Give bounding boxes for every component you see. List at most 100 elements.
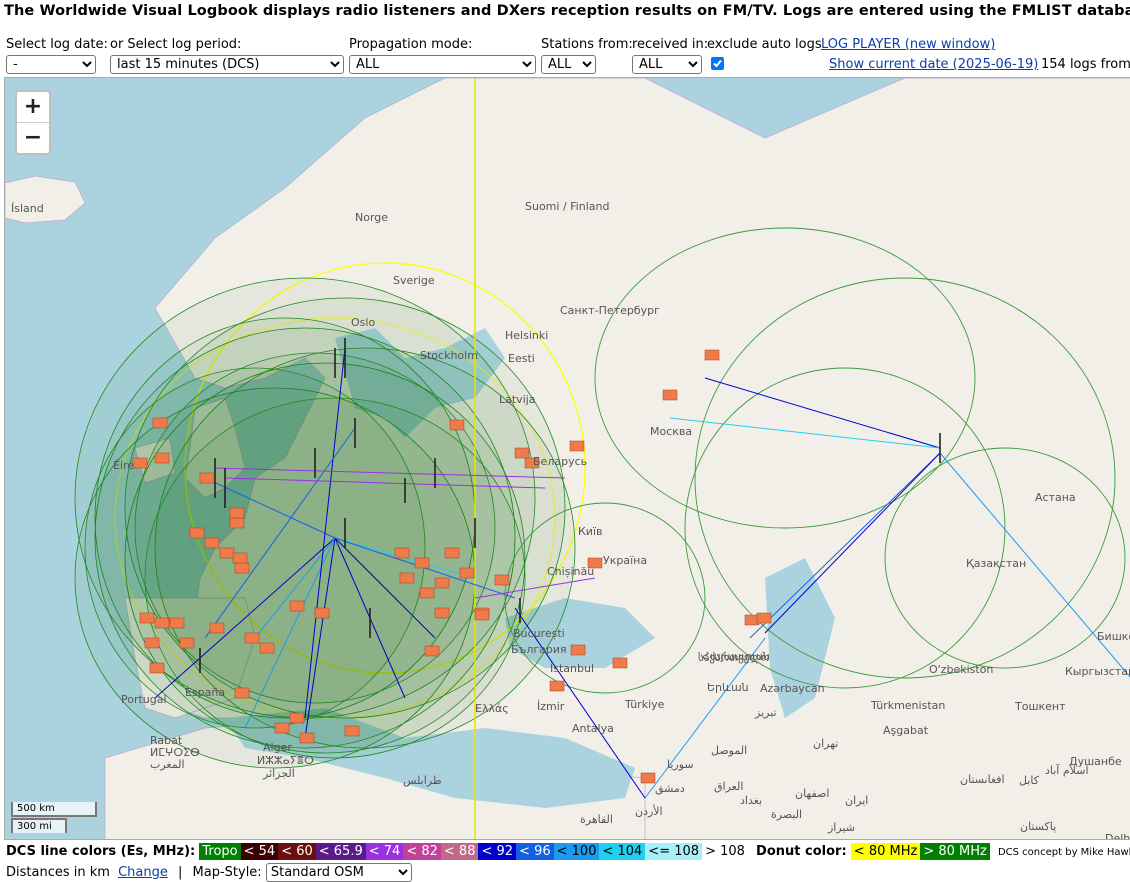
fm-marker-icon [274,722,290,734]
map[interactable]: Ísland Norge Sverige Suomi / Finland Osl… [4,77,1130,840]
donut-green-8 [134,352,496,704]
map-label: القاهرة [580,813,613,826]
dcs-line [764,452,941,634]
change-units-link[interactable]: Change [118,865,168,880]
donut-green-east-3 [884,447,1126,669]
map-label: Ελλάς [475,702,509,715]
map-label: Санкт-Петербург [560,304,660,317]
donut-green-east-1 [684,367,1006,689]
log-period-select[interactable]: last 15 minutes (DCS) [110,55,344,74]
map-label: Тошкент [1014,700,1066,713]
dcs-line [224,477,546,489]
legend-swatch: > 108 [702,843,748,860]
dcs-line [749,452,941,639]
map-label: İstanbul [550,662,594,675]
dcs-line [334,537,436,639]
map-label: Қазақстан [966,557,1026,570]
map-label: Türkmenistan [870,699,945,712]
fm-marker-icon [144,637,160,649]
map-label: Éire [113,459,134,472]
stations-from-label: Stations from: [541,37,633,52]
map-label: España [185,686,225,699]
fm-marker-icon [299,732,315,744]
fm-marker-icon [154,452,170,464]
fm-marker-icon [259,642,275,654]
map-label: بغداد [740,794,762,807]
log-count: 154 logs from 3 [1041,57,1130,72]
fm-marker-icon [232,552,248,564]
map-label: Suomi / Finland [525,200,609,213]
dcs-line [244,537,336,729]
fm-marker-icon [132,457,148,469]
fm-marker-icon [179,637,195,649]
donut-green-10 [144,397,526,759]
fm-marker-icon [494,574,510,586]
legend-swatch: > 80 MHz [920,843,990,860]
map-label: تبریز [754,706,777,719]
fm-marker-icon [289,712,305,724]
fm-marker-icon [434,577,450,589]
fm-marker-icon [344,725,360,737]
scale-km: 500 km [11,802,97,817]
map-style-select[interactable]: Standard OSM [265,863,412,882]
log-period-label: or Select log period: [110,37,242,52]
log-date-label: Select log date: [6,37,108,52]
fm-marker-icon [569,440,585,452]
fm-marker-icon [704,349,720,361]
map-label: Київ [578,525,603,538]
fm-marker-icon [449,419,465,431]
current-date-link[interactable]: Show current date (2025-06-19) [829,57,1039,72]
map-label: Helsinki [505,329,548,342]
donut-green-east-2 [694,277,1116,679]
map-label: O'zbekiston [929,663,993,676]
fm-marker-icon [514,447,530,459]
map-label: پاکستان [1020,820,1056,833]
iceland-shape [5,175,86,224]
zoom-control: + − [15,90,51,155]
map-label: شیراز [827,821,855,834]
map-label: Душанбе [1069,755,1122,768]
map-label: المغرب [150,758,185,771]
map-label: اصفهان [795,787,829,800]
propagation-label: Propagation mode: [349,37,473,52]
fm-marker-icon [474,609,490,621]
map-label: Rabat [150,734,183,747]
log-date-select[interactable]: - [6,55,96,74]
zoom-in-button[interactable]: + [23,94,43,119]
fm-marker-icon [189,527,205,539]
map-label: Latvija [499,393,536,406]
map-label: Chișinău [547,565,594,578]
map-label: Delhi [1105,832,1130,840]
map-label: Eesti [508,352,535,365]
stations-from-select[interactable]: ALL [541,55,596,74]
map-label: България [511,643,567,656]
map-label: تهران [813,737,838,750]
exclude-auto-checkbox[interactable] [711,57,724,70]
log-player-link[interactable]: LOG PLAYER (new window) [821,37,996,52]
map-label: საქართველო [698,651,770,664]
fm-marker-icon [419,587,435,599]
map-label: Ísland [11,202,44,215]
map-label: İzmir [537,700,565,713]
dcs-line [939,452,1130,678]
fm-marker-icon [244,632,260,644]
dcs-line [254,537,336,639]
map-label: Беларусь [533,455,587,468]
map-label: Antalya [572,722,614,735]
donut-green-east-4 [594,227,976,529]
propagation-select[interactable]: ALL [349,55,536,74]
dcs-line [474,577,596,599]
dcs-line [704,377,941,449]
received-in-select[interactable]: ALL [632,55,702,74]
map-canvas[interactable]: Ísland Norge Sverige Suomi / Finland Osl… [5,78,1130,840]
received-in-label: received in: [632,37,709,52]
legend-swatch: < 54 [240,843,279,860]
map-style-label: Map-Style: [192,865,262,880]
map-label: Türkiye [624,698,665,711]
zoom-out-button[interactable]: − [17,122,49,153]
map-label: ⵍⵣⵣⴰⵢⴻⵔ [257,754,314,767]
map-label: الجزائر [262,767,295,780]
dcs-line [154,537,336,699]
map-label: البصرة [771,808,802,821]
map-label: الأردن [635,804,663,818]
